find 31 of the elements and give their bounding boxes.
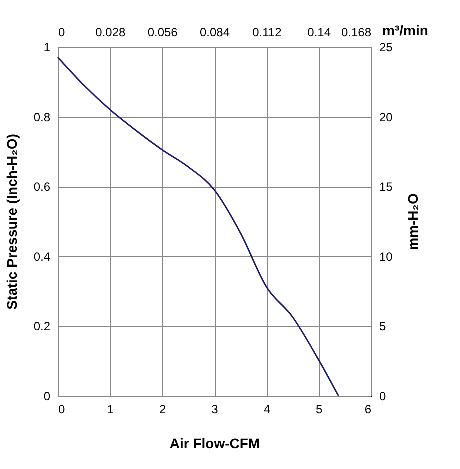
x-tick-label: 1	[107, 402, 114, 416]
x2-tick-label: 0.112	[252, 26, 282, 40]
y2-tick-label: 5	[380, 320, 386, 334]
y2-tick-label: 0	[380, 390, 386, 404]
x2-tick-label: 0.168	[341, 26, 372, 40]
x-tick-label: 3	[212, 402, 219, 416]
x-tick-label: 6	[364, 402, 372, 416]
y2-tick-label: 15	[380, 180, 394, 194]
x2-tick-label: 0.14	[308, 26, 332, 40]
y-tick-label: 1	[44, 40, 51, 54]
x2-tick-label: 0.028	[96, 26, 126, 40]
line-series	[57, 56, 340, 397]
y2-tick-label: 10	[380, 250, 394, 264]
y-tick-label: 0.4	[34, 250, 51, 264]
y2-tick-label: 20	[380, 110, 394, 124]
x-axis-title: Air Flow-CFM	[170, 436, 260, 452]
y2-axis-title: mm-H₂O	[404, 194, 421, 250]
x2-axis-title: m³/min	[382, 22, 428, 38]
x2-tick-label: 0	[58, 26, 66, 40]
y-axis-title: Static Pressure (Inch-H₂O)	[4, 134, 20, 310]
y-tick-label: 0.6	[34, 180, 51, 194]
x2-tick-label: 0.056	[148, 26, 178, 40]
x-tick-label: 0	[58, 402, 66, 416]
y-tick-label: 0.8	[34, 110, 51, 124]
y2-tick-label: 25	[380, 40, 394, 54]
y-tick-label: 0.2	[34, 320, 51, 334]
x-tick-label: 5	[316, 402, 323, 416]
x-tick-label: 2	[159, 402, 166, 416]
x-tick-label: 4	[264, 402, 271, 416]
x2-tick-label: 0.084	[200, 26, 230, 40]
y-tick-label: 0	[44, 390, 51, 404]
